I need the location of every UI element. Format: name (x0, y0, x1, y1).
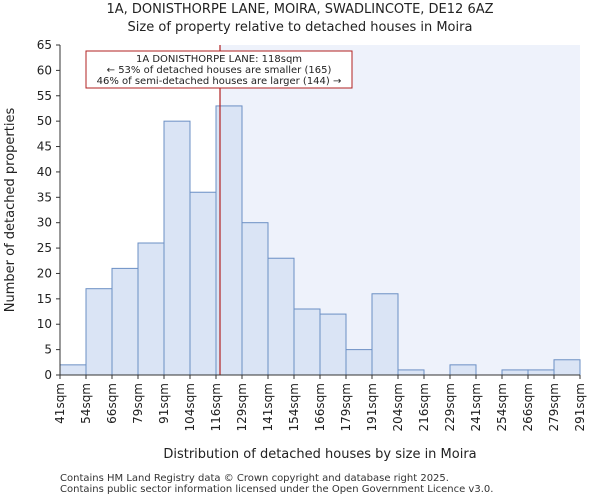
x-tick-label: 266sqm (521, 383, 535, 431)
y-tick-label: 35 (37, 190, 52, 204)
x-axis-label: Distribution of detached houses by size … (163, 447, 476, 462)
bar-104sqm (189, 191, 217, 376)
y-tick-label: 65 (37, 38, 52, 52)
chart-title: Size of property relative to detached ho… (127, 20, 473, 35)
y-tick-label: 60 (37, 63, 52, 77)
bar-154sqm (293, 308, 321, 376)
bar-266sqm (527, 369, 555, 376)
bar-54sqm (85, 288, 113, 376)
y-tick-label: 15 (37, 292, 52, 306)
x-tick-label: 204sqm (391, 383, 405, 431)
y-tick-label: 40 (37, 165, 52, 179)
x-tick-label: 229sqm (443, 383, 457, 431)
y-tick-label: 20 (37, 266, 52, 280)
bar-229sqm (449, 364, 477, 376)
x-tick-label: 166sqm (313, 383, 327, 431)
bar-79sqm (137, 242, 165, 376)
x-tick-label: 254sqm (495, 383, 509, 431)
bar-129sqm (241, 222, 269, 376)
x-tick-label: 291sqm (573, 383, 587, 431)
footer-licence: Contains public sector information licen… (60, 484, 494, 495)
x-tick-label: 79sqm (131, 383, 145, 424)
x-tick-label: 141sqm (261, 383, 275, 431)
bar-141sqm (267, 257, 295, 376)
x-tick-label: 154sqm (287, 383, 301, 431)
x-tick-label: 241sqm (469, 383, 483, 431)
bar-66sqm (111, 267, 139, 376)
y-tick-label: 45 (37, 140, 52, 154)
annotation-box (85, 50, 353, 89)
chart-title-address: 1A, DONISTHORPE LANE, MOIRA, SWADLINCOTE… (106, 2, 494, 17)
bar-166sqm (319, 313, 347, 376)
x-tick-label: 116sqm (209, 383, 223, 431)
y-tick-label: 30 (37, 216, 52, 230)
x-tick-label: 54sqm (79, 383, 93, 424)
y-tick-label: 5 (44, 343, 52, 357)
annotation-line-3: 46% of semi-detached houses are larger (… (97, 76, 342, 87)
x-tick-label: 179sqm (339, 383, 353, 431)
y-tick-label: 0 (44, 368, 52, 382)
y-axis-label: Number of detached properties (3, 108, 18, 313)
bar-41sqm (59, 364, 87, 376)
y-tick-label: 10 (37, 317, 52, 331)
bar-204sqm (397, 369, 425, 376)
x-tick-label: 129sqm (235, 383, 249, 431)
x-tick-label: 66sqm (105, 383, 119, 424)
x-tick-label: 191sqm (365, 383, 379, 431)
x-tick-label: 91sqm (157, 383, 171, 424)
bar-254sqm (501, 369, 529, 376)
bar-279sqm (553, 359, 581, 376)
annotation-line-2: ← 53% of detached houses are smaller (16… (107, 65, 332, 76)
y-tick-label: 50 (37, 114, 52, 128)
footer-copyright: Contains HM Land Registry data © Crown c… (60, 473, 449, 484)
x-tick-label: 216sqm (417, 383, 431, 431)
bar-179sqm (345, 349, 373, 376)
y-tick-label: 55 (37, 89, 52, 103)
bar-191sqm (371, 293, 399, 376)
annotation-line-1: 1A DONISTHORPE LANE: 118sqm (136, 54, 302, 65)
x-tick-label: 41sqm (53, 383, 67, 424)
x-tick-label: 104sqm (183, 383, 197, 431)
y-tick-label: 25 (37, 241, 52, 255)
x-tick-label: 279sqm (547, 383, 561, 431)
bar-91sqm (163, 120, 191, 376)
